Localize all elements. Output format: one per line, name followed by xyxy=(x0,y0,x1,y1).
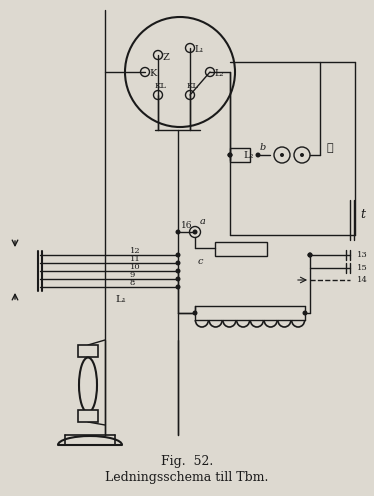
Text: Z: Z xyxy=(163,53,169,62)
Circle shape xyxy=(227,152,233,158)
Text: 14: 14 xyxy=(357,276,368,284)
Text: a: a xyxy=(200,218,206,227)
Bar xyxy=(230,148,250,162)
Ellipse shape xyxy=(79,358,97,413)
Text: KL: KL xyxy=(187,82,199,90)
Text: 10: 10 xyxy=(130,263,141,271)
Circle shape xyxy=(307,252,313,257)
Circle shape xyxy=(175,252,181,257)
Text: L₁: L₁ xyxy=(115,296,126,305)
Text: 12: 12 xyxy=(130,247,141,255)
Text: 15: 15 xyxy=(357,264,368,272)
Text: L₂: L₂ xyxy=(214,68,224,77)
Circle shape xyxy=(303,310,307,315)
Text: K: K xyxy=(149,68,157,77)
Text: L₂: L₂ xyxy=(243,150,253,160)
Text: 9: 9 xyxy=(130,271,135,279)
Text: b: b xyxy=(260,143,266,152)
Circle shape xyxy=(255,152,261,158)
Circle shape xyxy=(175,260,181,265)
Circle shape xyxy=(175,285,181,290)
Circle shape xyxy=(175,276,181,282)
Circle shape xyxy=(193,310,197,315)
Bar xyxy=(215,242,267,256)
Text: Ledningsschema till Tbm.: Ledningsschema till Tbm. xyxy=(105,471,269,484)
Text: t: t xyxy=(360,208,365,222)
Bar xyxy=(78,345,98,357)
Text: ℓ: ℓ xyxy=(327,143,333,153)
Bar xyxy=(78,410,98,422)
Text: c: c xyxy=(197,257,203,266)
Circle shape xyxy=(300,153,304,157)
Circle shape xyxy=(280,153,284,157)
Circle shape xyxy=(307,252,313,257)
Circle shape xyxy=(227,152,233,158)
Circle shape xyxy=(175,230,181,235)
Text: 8: 8 xyxy=(130,279,135,287)
Text: KL: KL xyxy=(155,82,167,90)
Text: Fig.  52.: Fig. 52. xyxy=(161,455,213,469)
Text: 16: 16 xyxy=(181,221,192,230)
Text: 13: 13 xyxy=(357,251,368,259)
Circle shape xyxy=(175,268,181,273)
Text: L₁: L₁ xyxy=(194,45,204,54)
Text: 11: 11 xyxy=(130,255,141,263)
Circle shape xyxy=(193,230,197,235)
